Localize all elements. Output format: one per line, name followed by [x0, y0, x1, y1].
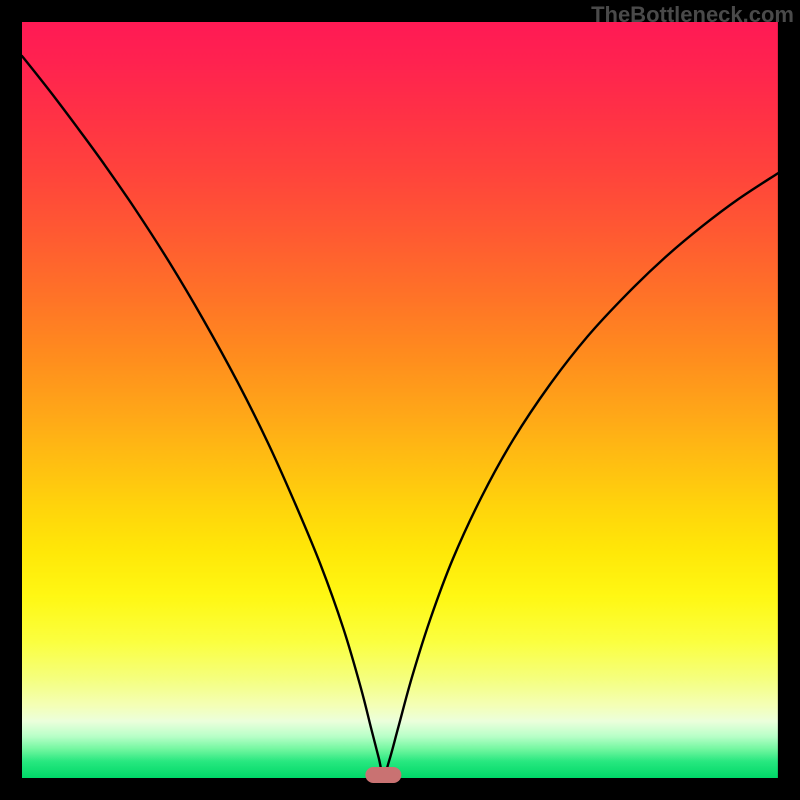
- chart-root: TheBottleneck.com: [0, 0, 800, 800]
- frame-right: [778, 0, 800, 800]
- gradient-background: [0, 0, 800, 800]
- frame-top: [0, 0, 800, 22]
- frame-bottom: [0, 778, 800, 800]
- frame-left: [0, 0, 22, 800]
